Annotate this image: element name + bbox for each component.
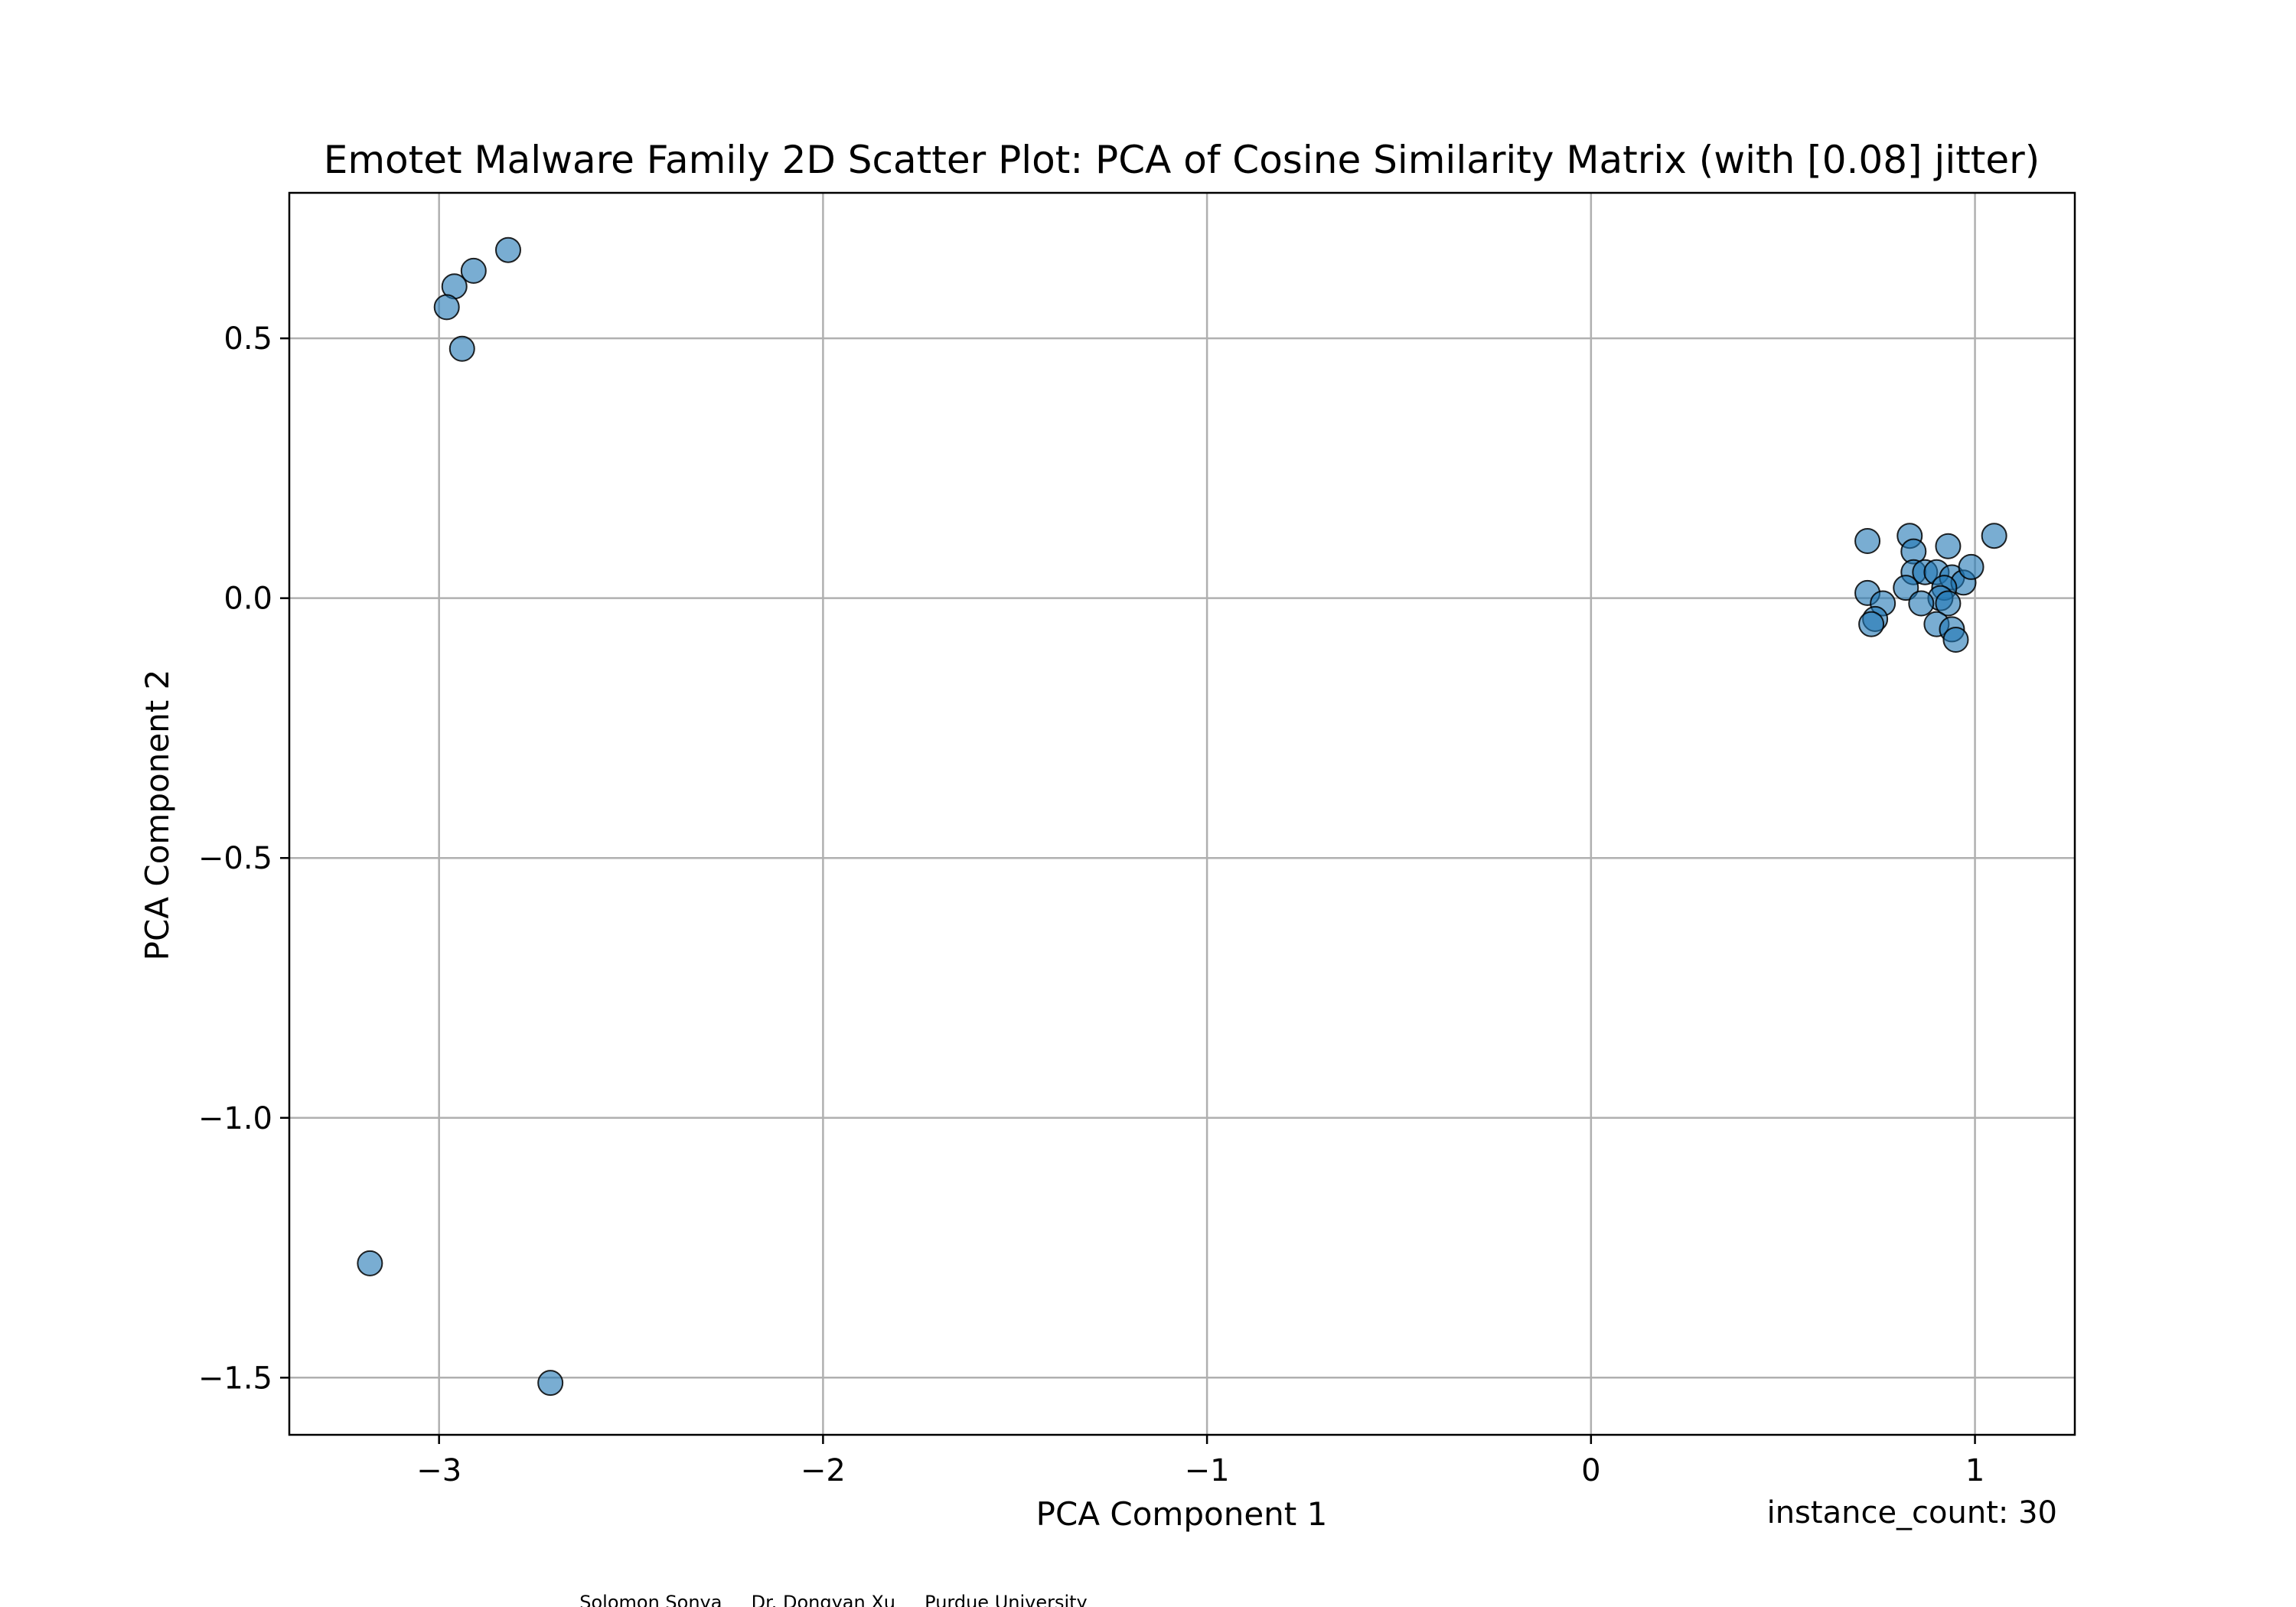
data-point [1942, 627, 1969, 654]
x-tick-label: 0 [1581, 1453, 1600, 1488]
data-point [1893, 575, 1919, 601]
footer-credits: Solomon Sonya Dr. Dongyan Xu Purdue Univ… [579, 1592, 1088, 1607]
x-tick-label: −2 [801, 1453, 846, 1488]
data-point [537, 1370, 564, 1397]
data-point [1935, 533, 1962, 559]
data-point [460, 257, 487, 284]
instance-count-annotation: instance_count: 30 [1767, 1495, 2057, 1530]
data-point [494, 236, 521, 263]
x-axis-label: PCA Component 1 [1036, 1495, 1328, 1533]
data-point [1854, 527, 1881, 554]
x-tick-label: 1 [1965, 1453, 1985, 1488]
axis-ticks: −3 −2 −1 0 1 −1.5 −1.0 −0.5 0.0 0.5 [198, 321, 1985, 1488]
y-tick-label: −0.5 [198, 841, 272, 876]
y-axis-label: PCA Component 2 [139, 670, 176, 961]
chart-title: Emotet Malware Family 2D Scatter Plot: P… [324, 138, 2040, 182]
data-point [357, 1250, 383, 1276]
data-point [1981, 523, 2007, 549]
y-tick-label: −1.5 [198, 1361, 272, 1396]
data-point [448, 335, 475, 362]
data-point [433, 294, 460, 321]
grid-lines [289, 193, 2075, 1435]
data-points [357, 236, 2007, 1397]
y-tick-label: 0.0 [223, 582, 272, 617]
data-point [1908, 590, 1935, 617]
plot-area-frame [288, 191, 2076, 1436]
x-tick-label: −1 [1185, 1453, 1230, 1488]
y-tick-label: −1.0 [198, 1101, 272, 1136]
data-point [1958, 553, 1985, 580]
y-tick-label: 0.5 [223, 321, 272, 357]
data-point [1858, 611, 1885, 637]
x-tick-label: −3 [416, 1453, 461, 1488]
data-point [1935, 590, 1962, 617]
